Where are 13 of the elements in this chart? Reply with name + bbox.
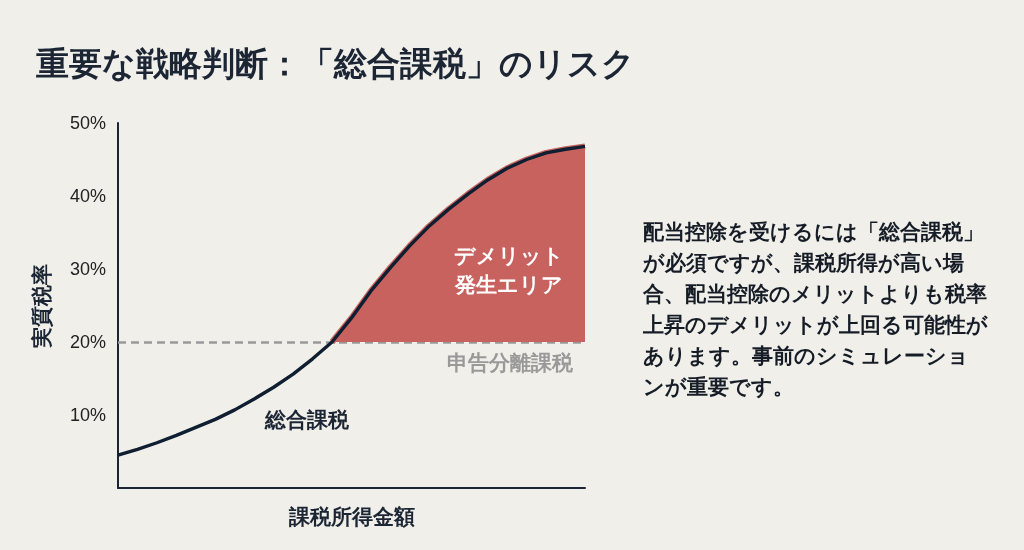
ref-line-label: 申告分離課税 [447, 351, 574, 374]
line-series [116, 144, 587, 457]
series-label: 総合課税 [264, 408, 351, 432]
y-tick-label: 30% [69, 259, 106, 279]
text: 配当控除を受けるには「総合課税」が必須ですが、課税所得が高い場合、配当控除のメリットよりも税率上昇のデメリットが上回る可能性があります。事前のシミュレーションが重要です。 [643, 219, 989, 400]
y-tick-label: 40% [69, 186, 106, 206]
x-axis-title: 課税所得金額 [287, 505, 415, 529]
y-tick-label: 10% [69, 405, 106, 425]
y-tick-label: 50% [69, 113, 106, 133]
y-tick-label: 20% [69, 332, 106, 352]
y-axis-title: 実質税率 [30, 263, 54, 349]
chart-title: 重要な戦略判断：「総合課税」のリスク [36, 45, 635, 82]
series-label: デメリット発生エリア [454, 243, 565, 296]
